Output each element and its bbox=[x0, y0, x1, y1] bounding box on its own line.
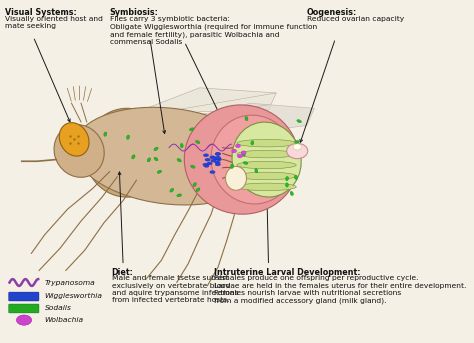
Ellipse shape bbox=[147, 158, 151, 162]
Ellipse shape bbox=[237, 154, 242, 158]
Ellipse shape bbox=[232, 149, 237, 153]
Ellipse shape bbox=[74, 107, 264, 205]
Ellipse shape bbox=[203, 163, 208, 166]
Ellipse shape bbox=[285, 176, 289, 181]
Ellipse shape bbox=[212, 157, 217, 160]
Ellipse shape bbox=[191, 165, 195, 168]
FancyBboxPatch shape bbox=[9, 292, 39, 301]
Ellipse shape bbox=[243, 162, 248, 164]
Ellipse shape bbox=[215, 161, 220, 164]
Ellipse shape bbox=[132, 155, 135, 159]
Ellipse shape bbox=[210, 156, 215, 159]
Text: Oogenesis:: Oogenesis: bbox=[307, 8, 357, 17]
Ellipse shape bbox=[215, 157, 220, 160]
Ellipse shape bbox=[287, 143, 308, 159]
Ellipse shape bbox=[195, 140, 200, 144]
Ellipse shape bbox=[215, 163, 220, 166]
Polygon shape bbox=[184, 103, 314, 134]
Ellipse shape bbox=[127, 135, 130, 139]
Text: Symbiosis:: Symbiosis: bbox=[110, 8, 159, 17]
Ellipse shape bbox=[104, 132, 107, 136]
Ellipse shape bbox=[294, 175, 298, 179]
Text: Visually oriented host and
mate seeking: Visually oriented host and mate seeking bbox=[5, 16, 103, 29]
Ellipse shape bbox=[236, 144, 240, 148]
Ellipse shape bbox=[237, 172, 296, 180]
Text: Intruterine Larval Development:: Intruterine Larval Development: bbox=[214, 268, 361, 277]
Ellipse shape bbox=[184, 105, 299, 214]
Text: Females produce one offspring per reproductive cycle.
Larvae are held in the fem: Females produce one offspring per reprod… bbox=[214, 275, 466, 304]
Ellipse shape bbox=[177, 194, 182, 197]
Ellipse shape bbox=[203, 154, 209, 157]
FancyBboxPatch shape bbox=[9, 304, 39, 313]
Ellipse shape bbox=[17, 315, 32, 325]
Ellipse shape bbox=[207, 162, 212, 165]
Ellipse shape bbox=[237, 139, 296, 147]
Ellipse shape bbox=[255, 168, 258, 173]
Ellipse shape bbox=[295, 140, 300, 143]
Ellipse shape bbox=[193, 182, 196, 187]
Ellipse shape bbox=[154, 157, 158, 161]
Ellipse shape bbox=[211, 159, 216, 162]
Ellipse shape bbox=[290, 191, 293, 196]
Ellipse shape bbox=[232, 122, 301, 197]
Ellipse shape bbox=[245, 116, 248, 121]
Ellipse shape bbox=[204, 164, 209, 167]
Ellipse shape bbox=[154, 147, 158, 151]
Ellipse shape bbox=[251, 141, 254, 145]
Ellipse shape bbox=[180, 143, 183, 148]
Ellipse shape bbox=[211, 115, 295, 204]
Text: Trypanosoma: Trypanosoma bbox=[45, 280, 95, 285]
Ellipse shape bbox=[216, 158, 222, 161]
Ellipse shape bbox=[210, 170, 215, 174]
Ellipse shape bbox=[177, 158, 182, 162]
Ellipse shape bbox=[196, 188, 200, 192]
Text: Flies carry 3 symbiotic bacteria:
Obligate Wigglesworthia (required for immune f: Flies carry 3 symbiotic bacteria: Obliga… bbox=[110, 16, 317, 45]
Ellipse shape bbox=[59, 123, 89, 156]
Ellipse shape bbox=[297, 120, 301, 123]
Ellipse shape bbox=[241, 152, 246, 156]
Ellipse shape bbox=[241, 151, 246, 155]
Ellipse shape bbox=[54, 125, 104, 177]
Text: Visual Systems:: Visual Systems: bbox=[5, 8, 77, 17]
Ellipse shape bbox=[215, 152, 220, 155]
Text: Diet:: Diet: bbox=[112, 268, 134, 277]
Polygon shape bbox=[116, 88, 276, 124]
Ellipse shape bbox=[189, 128, 194, 131]
Ellipse shape bbox=[230, 164, 234, 168]
Ellipse shape bbox=[237, 183, 296, 191]
Text: Reduced ovarian capacity: Reduced ovarian capacity bbox=[307, 16, 404, 22]
Ellipse shape bbox=[285, 183, 289, 187]
Ellipse shape bbox=[237, 150, 296, 158]
Ellipse shape bbox=[157, 170, 162, 174]
Ellipse shape bbox=[205, 158, 210, 161]
Ellipse shape bbox=[85, 108, 169, 197]
Ellipse shape bbox=[215, 156, 220, 159]
Ellipse shape bbox=[170, 188, 174, 192]
Ellipse shape bbox=[215, 152, 221, 155]
Text: Sodalis: Sodalis bbox=[45, 305, 72, 311]
Ellipse shape bbox=[293, 144, 301, 150]
Ellipse shape bbox=[226, 166, 246, 190]
Ellipse shape bbox=[237, 161, 296, 169]
Text: Wolbachia: Wolbachia bbox=[45, 317, 84, 323]
Text: Wigglesworthia: Wigglesworthia bbox=[45, 293, 103, 299]
Text: Male and female tsetse subsist
exclusively on vertebrate blood
and aquire trypan: Male and female tsetse subsist exclusive… bbox=[112, 275, 238, 303]
